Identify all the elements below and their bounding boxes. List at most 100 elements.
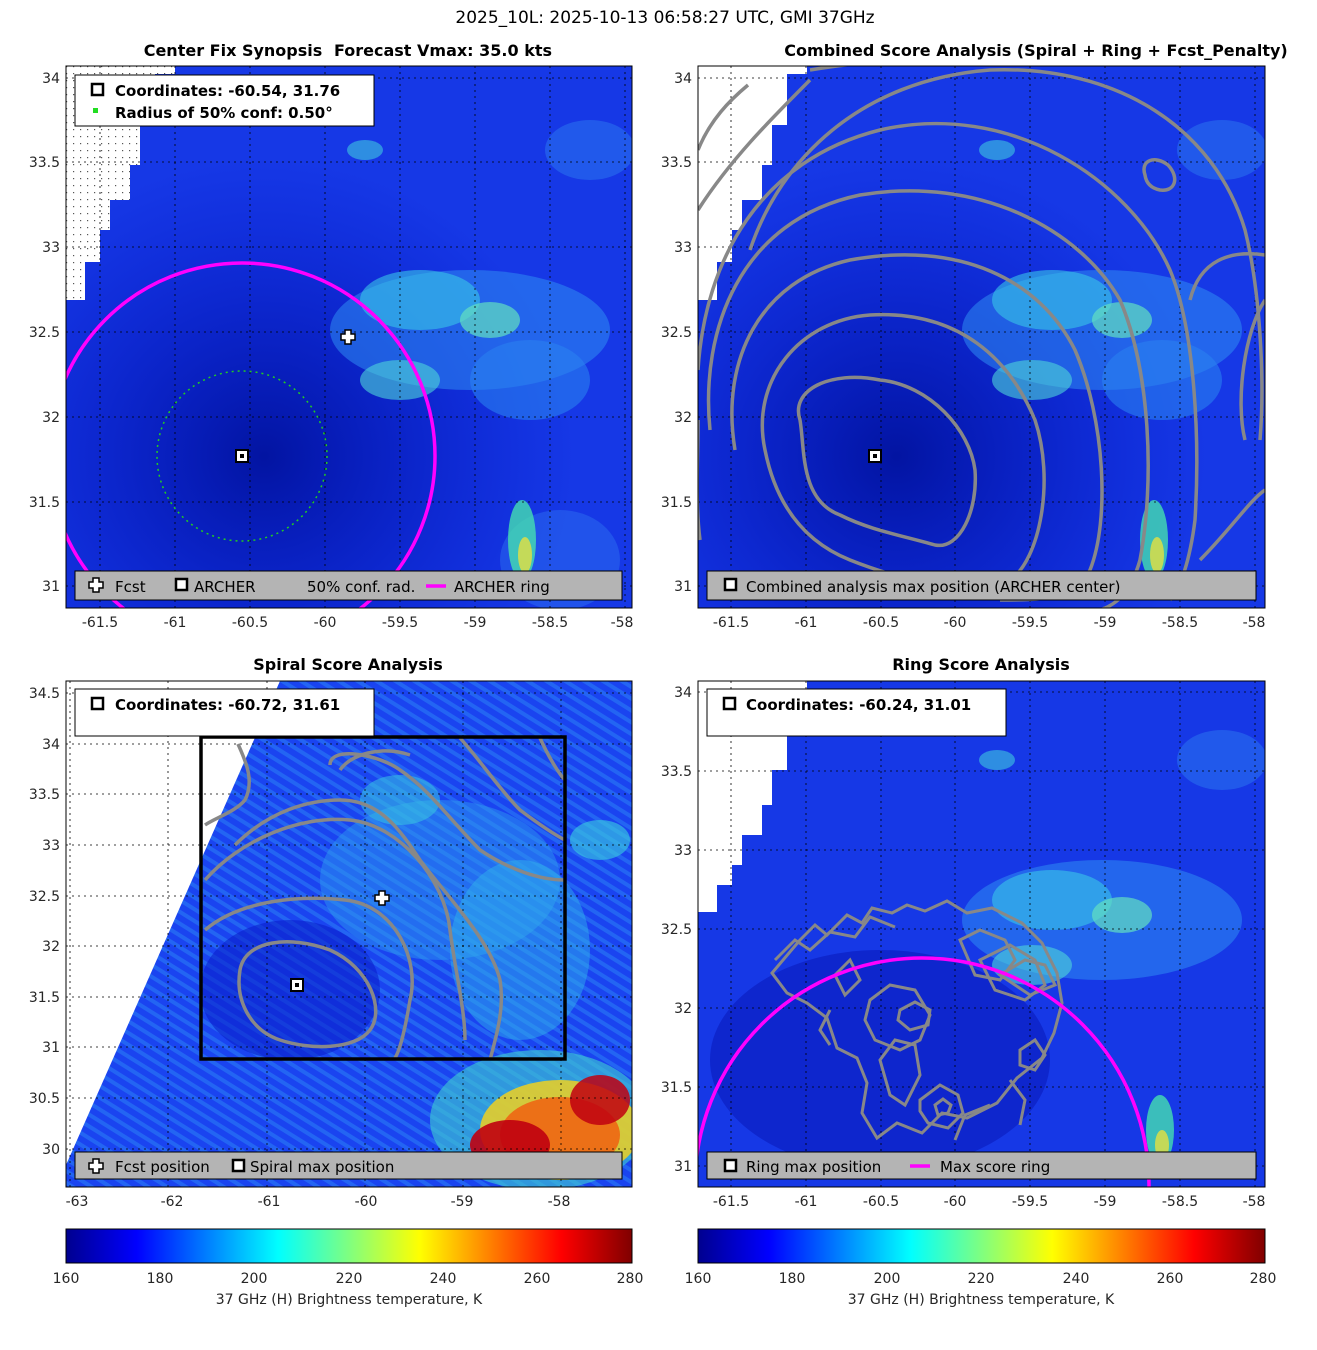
- xtick: -59: [451, 1194, 474, 1210]
- legend-ring-circle: Max score ring: [940, 1158, 1050, 1176]
- ytick: 31.5: [661, 495, 692, 511]
- xtick: -58: [611, 615, 634, 631]
- xtick: -61.5: [82, 615, 118, 631]
- xtick: -59.5: [1012, 1194, 1048, 1210]
- colorbar-label: 37 GHz (H) Brightness temperature, K: [216, 1292, 483, 1308]
- synopsis-heatmap: [66, 66, 632, 608]
- ytick: 32: [42, 939, 60, 955]
- xtick: -59.5: [382, 615, 418, 631]
- ytick: 34: [674, 71, 692, 87]
- xtick: -61: [795, 1194, 818, 1210]
- xtick: -59: [464, 615, 487, 631]
- spiral-title: Spiral Score Analysis: [253, 655, 443, 674]
- synopsis-title-left: Center Fix Synopsis: [144, 41, 323, 60]
- cbar-tick: 180: [779, 1271, 806, 1287]
- legend-spiral-fcst: Fcst position: [115, 1158, 210, 1176]
- spiral-heatmap: [66, 681, 632, 1187]
- xtick: -61.5: [713, 615, 749, 631]
- xtick: -60: [355, 1194, 378, 1210]
- cbar-tick: 220: [336, 1271, 363, 1287]
- panel-combined: Combined Score Analysis (Spiral + Ring +…: [661, 41, 1288, 631]
- panel-synopsis: Center Fix Synopsis Forecast Vmax: 35.0 …: [29, 41, 634, 631]
- xtick: -58.5: [1162, 615, 1198, 631]
- cbar-tick: 220: [968, 1271, 995, 1287]
- colorbar-right: 160 180 200 220 240 260 280 37 GHz (H) B…: [685, 1228, 1276, 1308]
- ytick: 32: [42, 410, 60, 426]
- ytick: 33.5: [29, 155, 60, 171]
- ytick: 32.5: [29, 889, 60, 905]
- ring-legend: Ring max position Max score ring: [706, 1151, 1257, 1180]
- ytick: 32.5: [661, 325, 692, 341]
- ytick: 33.5: [661, 764, 692, 780]
- legend-spiral-max: Spiral max position: [250, 1158, 394, 1176]
- spiral-legend: Fcst position Spiral max position: [74, 1151, 623, 1180]
- xtick: -60: [314, 615, 337, 631]
- xtick: -61: [258, 1194, 281, 1210]
- ytick: 33: [42, 240, 60, 256]
- spiral-forecast-marker: [374, 890, 390, 906]
- spiral-search-box: [199, 735, 567, 1061]
- xtick: -58.5: [532, 615, 568, 631]
- legend-archer: ARCHER: [194, 578, 256, 596]
- xtick: -58.5: [1162, 1194, 1198, 1210]
- xtick: -59.5: [1012, 615, 1048, 631]
- xtick: -58: [1243, 615, 1266, 631]
- cbar-tick: 180: [147, 1271, 174, 1287]
- cbar-tick: 160: [53, 1271, 80, 1287]
- spiral-axes: 30 30.5 31 31.5 32 32.5 33 33.5 34 34.5 …: [29, 686, 571, 1210]
- figure-title: 2025_10L: 2025-10-13 06:58:27 UTC, GMI 3…: [455, 8, 874, 28]
- xtick: -60.5: [863, 1194, 899, 1210]
- ytick: 33: [674, 240, 692, 256]
- colorbar-label: 37 GHz (H) Brightness temperature, K: [848, 1292, 1115, 1308]
- xtick: -58: [548, 1194, 571, 1210]
- conf-radius-circle: [156, 370, 328, 542]
- ring-info-box: Coordinates: -60.24, 31.01: [706, 688, 1007, 737]
- cbar-tick: 160: [685, 1271, 712, 1287]
- synopsis-radius: Radius of 50% conf: 0.50°: [115, 104, 333, 122]
- xtick: -58: [1243, 1194, 1266, 1210]
- legend-combined-max: Combined analysis max position (ARCHER c…: [746, 578, 1120, 596]
- ytick: 30: [42, 1142, 60, 1158]
- panel-spiral: Spiral Score Analysis: [29, 655, 633, 1210]
- ytick: 31.5: [29, 990, 60, 1006]
- ring-coordinates: Coordinates: -60.24, 31.01: [746, 696, 971, 714]
- ytick: 33.5: [661, 155, 692, 171]
- cbar-tick: 280: [617, 1271, 644, 1287]
- cbar-tick: 200: [874, 1271, 901, 1287]
- synopsis-legend: Fcst ARCHER 50% conf. rad. ARCHER ring: [74, 570, 623, 601]
- ytick: 31: [674, 579, 692, 595]
- xtick: -62: [161, 1194, 184, 1210]
- cbar-tick: 240: [1063, 1271, 1090, 1287]
- synopsis-title-right: Forecast Vmax: 35.0 kts: [334, 41, 552, 60]
- cbar-tick: 240: [430, 1271, 457, 1287]
- ytick: 31.5: [661, 1080, 692, 1096]
- max-score-ring: [698, 956, 1151, 1187]
- combined-heatmap: [698, 66, 1265, 608]
- ytick: 31: [42, 1040, 60, 1056]
- panel-ring: Ring Score Analysis: [661, 655, 1266, 1210]
- legend-ring: ARCHER ring: [454, 578, 550, 596]
- ytick: 34: [42, 737, 60, 753]
- spiral-contours: [203, 736, 567, 1061]
- ytick: 34: [674, 685, 692, 701]
- ytick: 32.5: [29, 325, 60, 341]
- ytick: 30.5: [29, 1091, 60, 1107]
- legend-conf: 50% conf. rad.: [307, 578, 415, 596]
- ring-axes: 31 31.5 32 32.5 33 33.5 34 -61.5 -61 -60…: [661, 685, 1266, 1210]
- ytick: 31: [674, 1159, 692, 1175]
- ytick: 32: [674, 1001, 692, 1017]
- synopsis-coordinates: Coordinates: -60.54, 31.76: [115, 82, 340, 100]
- xtick: -61: [795, 615, 818, 631]
- ring-title: Ring Score Analysis: [892, 655, 1070, 674]
- ytick: 33: [674, 843, 692, 859]
- xtick: -61.5: [713, 1194, 749, 1210]
- spiral-coordinates: Coordinates: -60.72, 31.61: [115, 696, 340, 714]
- synopsis-info-box: Coordinates: -60.54, 31.76 Radius of 50%…: [74, 74, 375, 127]
- xtick: -59: [1094, 615, 1117, 631]
- cbar-tick: 260: [524, 1271, 551, 1287]
- ytick: 32: [674, 410, 692, 426]
- cbar-tick: 200: [241, 1271, 268, 1287]
- legend-ring-max: Ring max position: [746, 1158, 881, 1176]
- combined-title: Combined Score Analysis (Spiral + Ring +…: [784, 41, 1287, 60]
- ytick: 31.5: [29, 495, 60, 511]
